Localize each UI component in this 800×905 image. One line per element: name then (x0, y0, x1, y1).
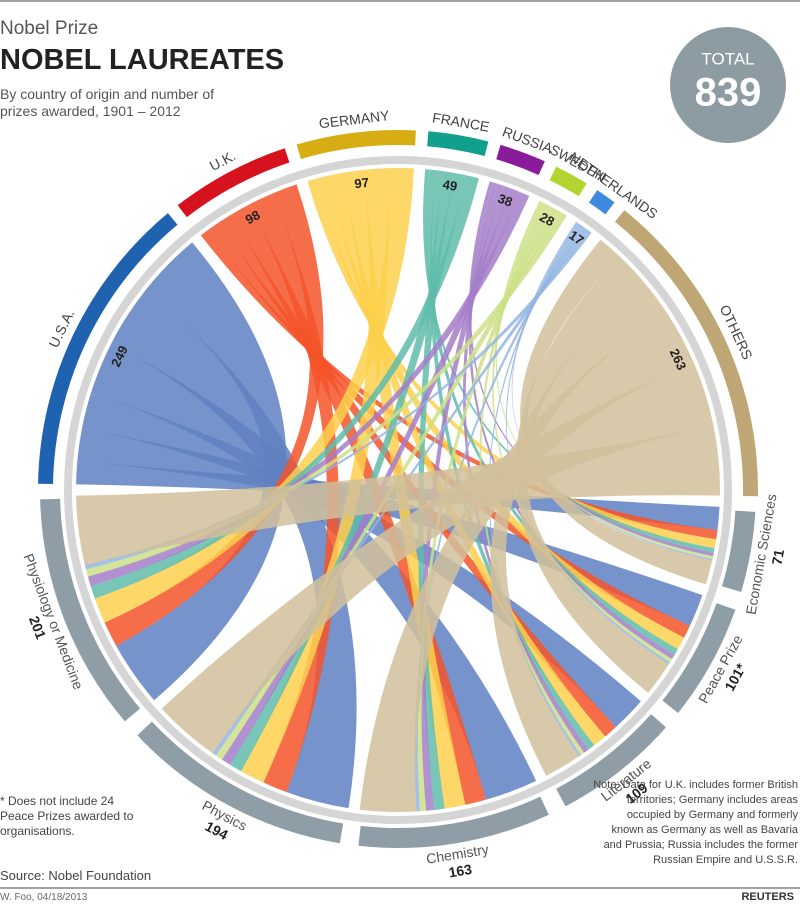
country-arc (427, 131, 489, 157)
ribbon (359, 311, 694, 812)
total-value: 839 (695, 71, 762, 115)
title: NOBEL LAUREATES (0, 44, 285, 76)
country-label: GERMANY (318, 107, 391, 131)
country-value: 98 (243, 207, 263, 227)
prize-arc (662, 603, 736, 714)
note: Note: Data for U.K. includes former Brit… (593, 779, 798, 866)
ribbon (215, 208, 561, 760)
ribbon (94, 168, 414, 623)
country-arc (177, 148, 290, 218)
country-value: 38 (496, 191, 515, 210)
country-arc (296, 130, 416, 159)
ribbon (231, 204, 486, 805)
country-value: 28 (537, 209, 557, 229)
ribbon (90, 343, 537, 800)
source: Source: Nobel Foundation (0, 868, 152, 883)
prize-arc (722, 510, 756, 592)
country-value: 97 (354, 175, 370, 192)
ribbon (111, 289, 357, 809)
country-arc (496, 144, 545, 175)
ribbon (76, 425, 720, 565)
prize-arc (137, 721, 344, 844)
prize-arc (556, 714, 666, 807)
prize-arc (358, 796, 549, 848)
ribbons (76, 168, 720, 812)
country-arc (549, 166, 587, 197)
brand: REUTERS (741, 891, 794, 903)
ribbon (104, 184, 324, 646)
ribbon (116, 242, 287, 701)
prize-arc (40, 498, 141, 722)
country-value: 49 (442, 177, 459, 194)
prize-value: 71 (769, 548, 788, 566)
footnote: * Does not include 24 Peace Prizes award… (0, 794, 134, 838)
country-arc (38, 213, 178, 484)
subtitle: By country of origin and number of prize… (0, 86, 215, 119)
ribbon (241, 168, 389, 783)
ribbon (230, 172, 467, 772)
total-badge (670, 27, 786, 143)
ribbon (77, 428, 703, 626)
credit: W. Foo, 04/18/2013 (0, 892, 88, 903)
country-arc (588, 190, 615, 215)
country-value: 17 (566, 227, 586, 248)
prize-value: 163 (447, 861, 473, 881)
total-label: TOTAL (701, 49, 754, 68)
inner-ring (64, 156, 732, 824)
country-arc (614, 210, 758, 497)
prize-value: 201 (26, 614, 49, 642)
ribbon (221, 188, 520, 765)
supertitle: Nobel Prize (0, 18, 99, 39)
country-label: FRANCE (431, 109, 490, 134)
ribbon (515, 255, 669, 693)
ribbon (219, 214, 616, 737)
